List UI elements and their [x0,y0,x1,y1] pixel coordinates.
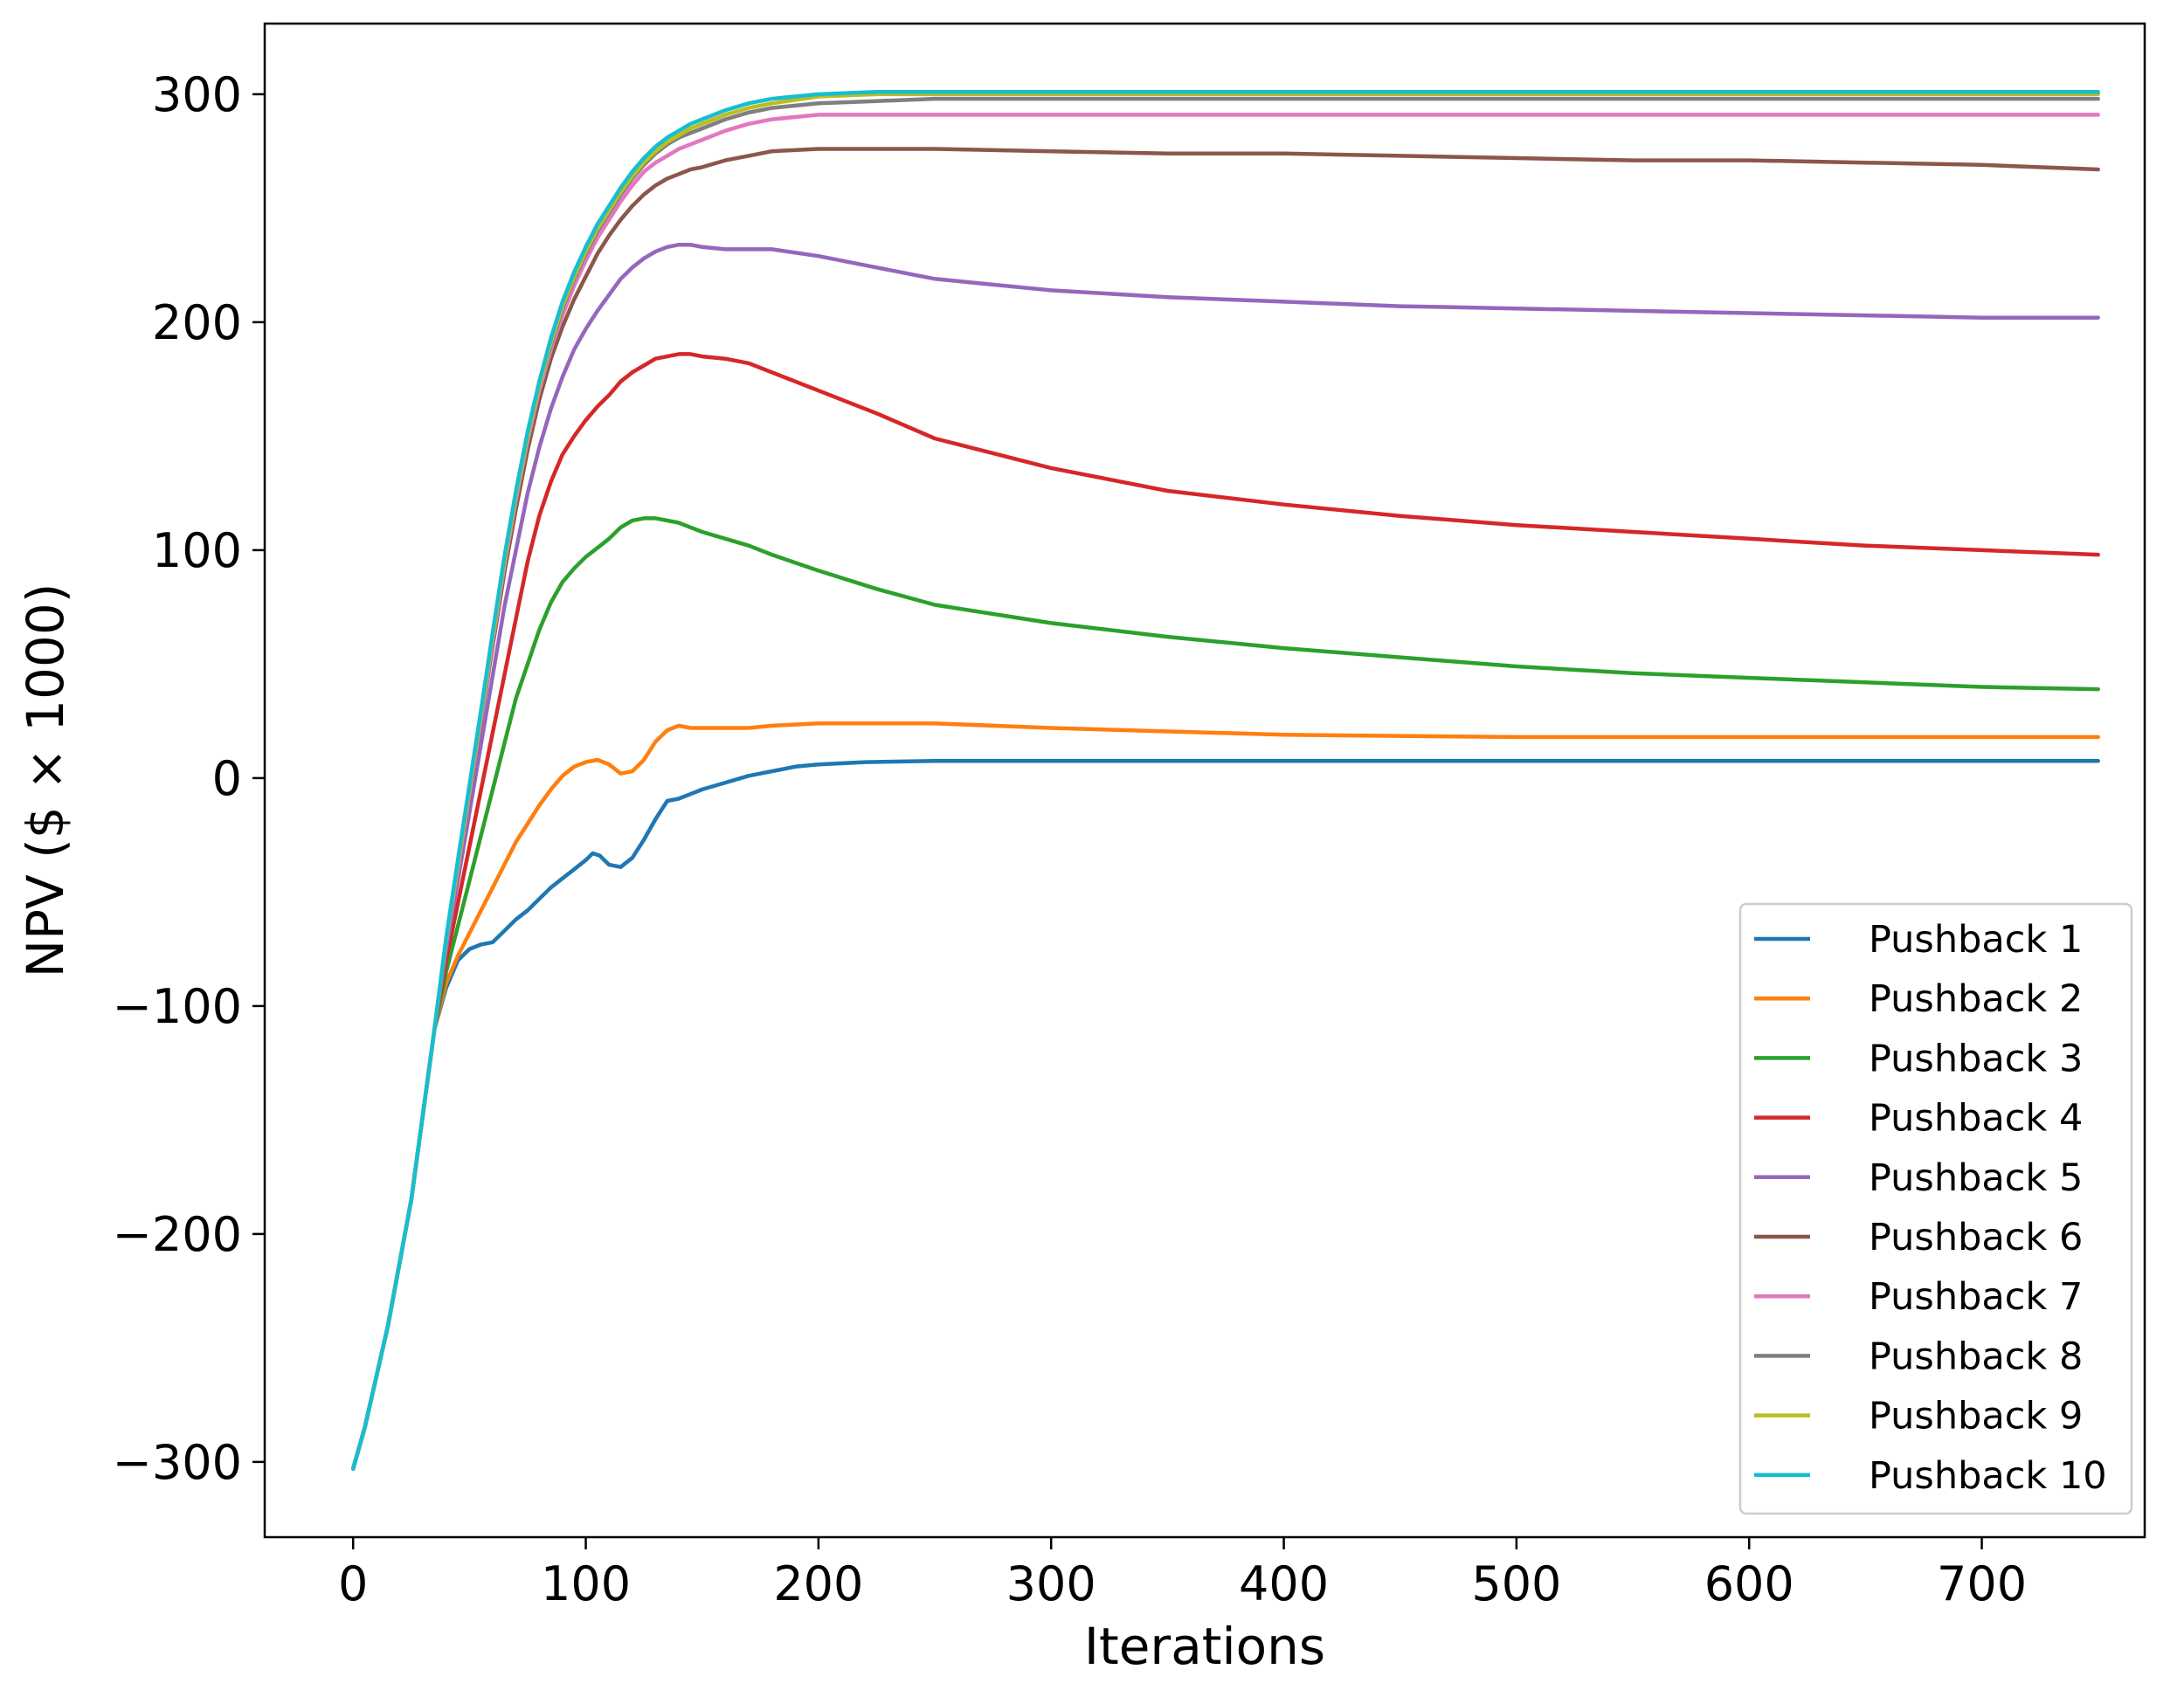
legend-label: Pushback 4 [1869,1097,2083,1141]
y-tick-label: 0 [212,751,242,806]
y-axis-ticks: −300 −200 −100 0 100 200 300 [113,67,265,1490]
legend-label: Pushback 3 [1869,1037,2083,1080]
y-tick-label: −100 [113,979,242,1034]
legend-label: Pushback 6 [1869,1216,2083,1259]
x-tick-label: 300 [1006,1556,1096,1611]
x-tick-label: 200 [773,1556,863,1611]
y-axis-title: NPV ($ × 1000) [16,583,75,978]
x-tick-label: 400 [1239,1556,1329,1611]
x-tick-label: 600 [1704,1556,1794,1611]
series-line-3 [350,516,2100,1471]
y-tick-label: −200 [113,1207,242,1262]
legend-label: Pushback 8 [1869,1335,2083,1378]
y-tick-label: 300 [152,67,242,122]
legend: Pushback 1 Pushback 2 Pushback 3 Pushback 4… [1738,902,2133,1515]
series-line-10 [350,90,2100,1471]
x-axis-ticks: 0 100 200 300 400 500 600 700 [338,1537,2027,1611]
series-line-4 [350,352,2100,1471]
series-line-2 [350,721,2100,1471]
legend-box [1738,902,2133,1515]
plot-area-frame [263,22,2146,1539]
legend-label: Pushback 5 [1869,1156,2083,1200]
y-tick-label: −300 [113,1435,242,1490]
x-tick-label: 0 [338,1556,368,1611]
legend-label: Pushback 9 [1869,1395,2083,1438]
x-tick-label: 700 [1937,1556,2027,1611]
y-tick-label: 100 [152,523,242,578]
legend-label: Pushback 7 [1869,1275,2083,1319]
series-lines [350,90,2100,1471]
legend-label: Pushback 1 [1869,918,2083,962]
series-line-5 [350,242,2100,1471]
x-axis-title: Iterations [1084,1617,1325,1676]
x-tick-label: 100 [541,1556,631,1611]
series-line-1 [350,759,2100,1471]
legend-label: Pushback 10 [1869,1454,2107,1498]
x-tick-label: 500 [1471,1556,1561,1611]
y-tick-label: 200 [152,295,242,350]
legend-label: Pushback 2 [1869,977,2083,1021]
